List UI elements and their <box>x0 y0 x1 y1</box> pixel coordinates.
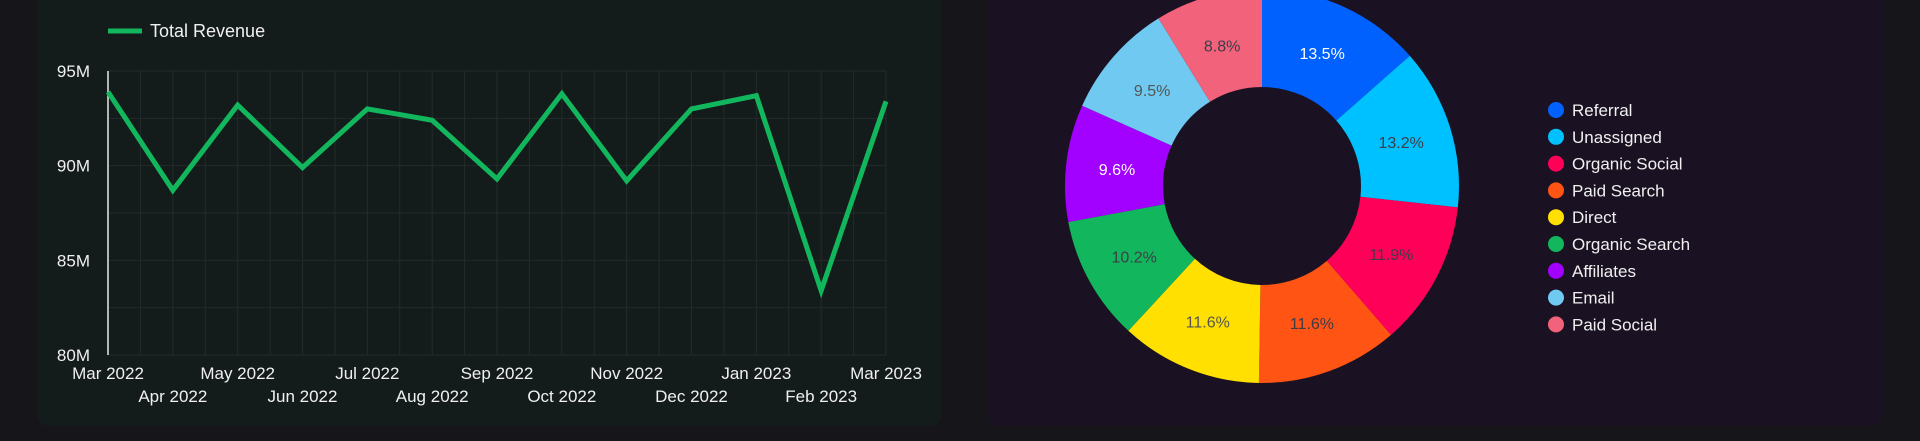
slice-label-organic-search: 10.2% <box>1112 250 1157 267</box>
revenue-line-chart: 80M 85M 90M 95M Mar 2022 Apr 2022 May 2022 Jun … <box>57 21 922 406</box>
legend-marker-email[interactable] <box>1548 289 1564 306</box>
data-point <box>108 91 109 92</box>
data-point <box>561 93 562 94</box>
x-tick-label: Sep 2022 <box>461 364 534 383</box>
legend-marker-direct[interactable] <box>1548 209 1564 226</box>
x-tick-label: Jul 2022 <box>335 364 399 383</box>
slice-label-paid-social: 8.8% <box>1204 39 1240 56</box>
legend-marker-unassigned[interactable] <box>1548 128 1564 145</box>
slice-organic-search <box>1068 204 1195 331</box>
legend-label-paid-social[interactable]: Paid Social <box>1572 315 1657 334</box>
slice-label-unassigned: 13.2% <box>1379 135 1424 152</box>
data-point <box>432 120 433 121</box>
slice-label-paid-search: 11.6% <box>1290 316 1334 333</box>
data-point <box>886 101 887 102</box>
legend-label-organic-social[interactable]: Organic Social <box>1572 155 1683 174</box>
slice-label-referral: 13.5% <box>1299 46 1344 63</box>
data-point <box>626 180 627 181</box>
slice-label-direct: 11.6% <box>1186 315 1230 332</box>
legend-marker-organic-search[interactable] <box>1548 236 1564 252</box>
slice-referral <box>1262 0 1410 121</box>
slice-unassigned <box>1336 55 1459 208</box>
data-point <box>237 105 238 106</box>
legend-marker-paid-search[interactable] <box>1548 182 1564 199</box>
data-point <box>756 95 757 96</box>
slice-email <box>1082 18 1210 146</box>
slice-affiliates <box>1065 105 1172 223</box>
legend-label-organic-search[interactable]: Organic Search <box>1572 235 1690 254</box>
x-tick-label: Feb 2023 <box>785 387 857 406</box>
x-tick-label: Oct 2022 <box>527 387 596 406</box>
data-point <box>172 190 173 191</box>
data-point <box>302 167 303 168</box>
channel-donut-chart: 13.5% 13.2% 11.9% 11.6% 11.6% 10.2% 9.6% 9.5% 8.… <box>1065 0 1690 383</box>
y-tick-label: 80M <box>57 346 90 365</box>
y-tick-label: 90M <box>57 157 90 176</box>
x-tick-label: Apr 2022 <box>138 387 207 406</box>
donut-chart-panel: 13.5% 13.2% 11.9% 11.6% 11.6% 10.2% 9.6% 9.5% 8.… <box>988 0 1883 426</box>
legend-marker-affiliates[interactable] <box>1548 262 1564 279</box>
data-point <box>367 108 368 109</box>
x-tick-label: Jun 2022 <box>268 387 338 406</box>
data-point <box>821 290 822 291</box>
slice-label-organic-social: 11.9% <box>1369 247 1413 264</box>
legend-marker-referral[interactable] <box>1548 102 1564 118</box>
x-tick-label: Mar 2022 <box>72 364 144 383</box>
legend-label-referral[interactable]: Referral <box>1572 101 1632 120</box>
slice-label-affiliates: 9.6% <box>1099 162 1135 179</box>
legend-label-paid-search[interactable]: Paid Search <box>1572 181 1665 200</box>
slice-direct <box>1128 258 1261 383</box>
data-point <box>691 108 692 109</box>
slice-paid-search <box>1258 260 1391 383</box>
x-tick-label: Dec 2022 <box>655 387 728 406</box>
y-tick-label: 85M <box>57 251 90 270</box>
x-tick-label: Nov 2022 <box>590 364 663 383</box>
data-point <box>497 178 498 179</box>
legend-label-affiliates[interactable]: Affiliates <box>1572 262 1636 281</box>
slice-label-email: 9.5% <box>1134 83 1170 100</box>
legend-label-unassigned[interactable]: Unassigned <box>1572 128 1662 147</box>
x-tick-label: Mar 2023 <box>850 364 922 383</box>
y-tick-label: 95M <box>57 62 90 81</box>
slice-paid-social <box>1158 0 1262 102</box>
slice-organic-social <box>1326 196 1458 335</box>
legend-marker-paid-social[interactable] <box>1548 316 1564 333</box>
total-revenue-line <box>105 89 889 299</box>
legend-label-email[interactable]: Email <box>1572 289 1615 308</box>
x-tick-label: May 2022 <box>200 364 275 383</box>
line-chart-panel: 80M 85M 90M 95M Mar 2022 Apr 2022 May 2022 Jun … <box>37 0 942 426</box>
x-tick-label: Aug 2022 <box>396 387 469 406</box>
x-tick-label: Jan 2023 <box>721 364 791 383</box>
legend-label-direct[interactable]: Direct <box>1572 208 1617 227</box>
legend-label-total-revenue: Total Revenue <box>150 21 265 41</box>
legend-marker-organic-social[interactable] <box>1548 155 1564 172</box>
